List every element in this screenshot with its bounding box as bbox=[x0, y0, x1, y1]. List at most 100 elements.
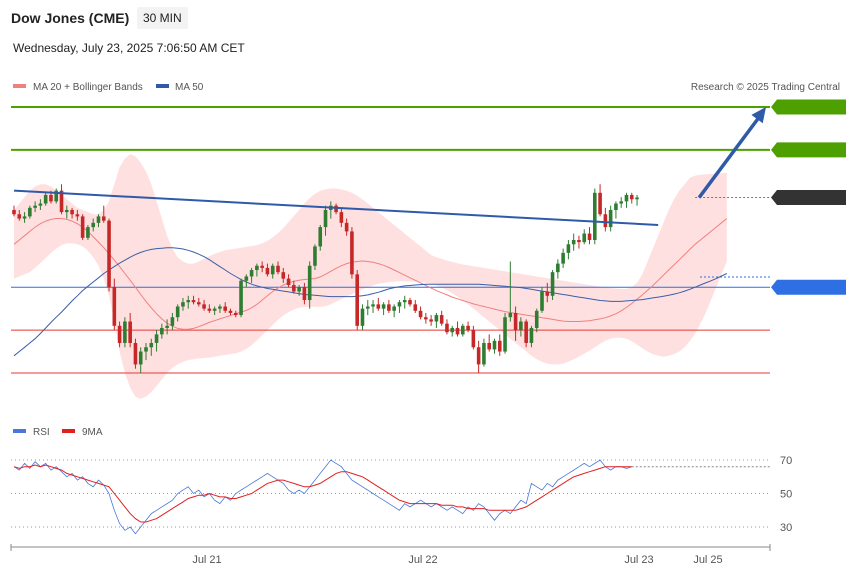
candle bbox=[218, 304, 222, 313]
candle bbox=[381, 302, 386, 316]
candle bbox=[402, 295, 407, 309]
x-tick-label: Jul 22 bbox=[408, 554, 437, 566]
rsi-panel: 30 50 70 bbox=[11, 455, 792, 535]
candle bbox=[550, 270, 555, 301]
candle bbox=[175, 304, 180, 322]
candle-body bbox=[334, 205, 338, 213]
candle-body bbox=[556, 263, 560, 273]
candle bbox=[513, 306, 518, 341]
candle bbox=[497, 334, 502, 356]
candle bbox=[360, 304, 365, 331]
candle bbox=[260, 261, 264, 273]
candle bbox=[207, 304, 212, 313]
candle bbox=[582, 229, 587, 245]
rsi-ma-legend-label: 9MA bbox=[82, 427, 103, 438]
rsi-legend-swatch bbox=[13, 429, 26, 433]
candle-body bbox=[408, 300, 412, 305]
candle-body bbox=[424, 317, 428, 320]
candle bbox=[186, 295, 191, 309]
candle bbox=[350, 227, 354, 279]
candle bbox=[429, 315, 433, 326]
candle bbox=[334, 203, 338, 215]
candle-body bbox=[107, 220, 111, 288]
candle bbox=[635, 194, 639, 206]
candle bbox=[265, 263, 270, 277]
candle bbox=[577, 235, 581, 249]
timeframe-badge[interactable]: 30 MIN bbox=[137, 7, 188, 29]
ma20-legend-label: MA 20 + Bollinger Bands bbox=[33, 82, 143, 93]
candle-body bbox=[561, 252, 565, 264]
candle bbox=[534, 308, 539, 333]
candle-body bbox=[323, 209, 328, 228]
candle-body bbox=[86, 227, 90, 238]
candle-body bbox=[371, 304, 375, 307]
x-tick-label: Jul 25 bbox=[693, 554, 722, 566]
candle-body bbox=[608, 209, 613, 228]
candle-body bbox=[292, 285, 296, 292]
candle-body bbox=[70, 209, 74, 215]
level-tag-shape bbox=[771, 279, 846, 295]
candle-body bbox=[233, 312, 238, 316]
candle-body bbox=[598, 192, 602, 215]
candle-body bbox=[524, 321, 528, 343]
candle bbox=[445, 319, 449, 335]
candle-body bbox=[175, 306, 180, 318]
candle bbox=[461, 323, 465, 337]
candle bbox=[318, 224, 323, 251]
candle-body bbox=[476, 347, 481, 365]
candle-body bbox=[487, 342, 491, 350]
candle bbox=[608, 205, 613, 232]
candle-body bbox=[54, 190, 59, 202]
candle bbox=[38, 199, 43, 210]
candle-body bbox=[12, 209, 16, 215]
level-tag-current bbox=[771, 190, 846, 206]
forecast-arrow-head bbox=[751, 107, 766, 124]
candle-body bbox=[629, 194, 634, 200]
candle bbox=[529, 325, 534, 348]
candle-body bbox=[223, 306, 227, 311]
candle bbox=[598, 184, 602, 217]
candle-body bbox=[117, 325, 122, 343]
candle bbox=[603, 207, 608, 232]
candle bbox=[365, 300, 370, 316]
candle bbox=[408, 297, 412, 307]
level-tag-resistance bbox=[771, 99, 846, 115]
candle-body bbox=[33, 205, 37, 208]
candle bbox=[397, 300, 402, 313]
x-tick-label: Jul 21 bbox=[192, 554, 221, 566]
candle bbox=[593, 188, 597, 245]
candle-body bbox=[492, 340, 497, 350]
rsi-tick-label: 30 bbox=[780, 522, 792, 534]
candle-body bbox=[112, 287, 117, 326]
candle-body bbox=[614, 203, 618, 210]
candle-body bbox=[471, 330, 476, 348]
rsi-legend-label: RSI bbox=[33, 427, 50, 438]
level-tag-shape bbox=[771, 190, 846, 206]
candle bbox=[160, 323, 164, 339]
ma50-line bbox=[13, 247, 728, 357]
candle-body bbox=[270, 265, 275, 275]
candle-body bbox=[497, 340, 502, 352]
candle bbox=[450, 325, 455, 337]
candle-body bbox=[344, 222, 349, 232]
candle-body bbox=[101, 216, 106, 221]
candle bbox=[17, 209, 22, 221]
price-panel bbox=[11, 99, 846, 399]
forecast-arrow-shaft bbox=[697, 114, 762, 199]
candle bbox=[614, 201, 618, 219]
ma50-legend-swatch bbox=[156, 84, 169, 88]
candle bbox=[117, 321, 122, 348]
candle-body bbox=[619, 201, 623, 204]
candle-body bbox=[202, 304, 206, 309]
candle bbox=[54, 188, 59, 204]
candle-body bbox=[445, 323, 449, 333]
candle-body bbox=[519, 321, 523, 331]
candle-body bbox=[80, 216, 85, 238]
candle-body bbox=[302, 287, 307, 301]
candle bbox=[302, 282, 307, 305]
candle-body bbox=[387, 304, 391, 311]
candle bbox=[624, 192, 629, 208]
candle-body bbox=[587, 233, 592, 240]
